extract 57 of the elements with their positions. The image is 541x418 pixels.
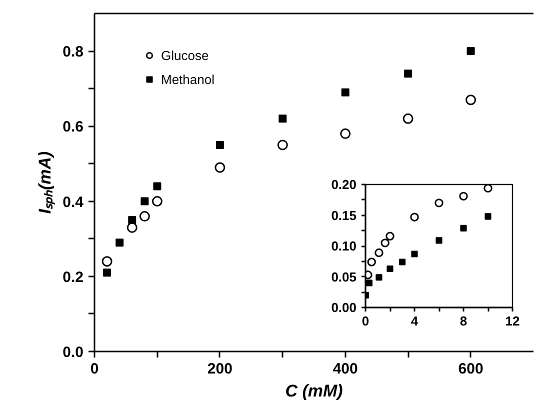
- y-tick-label: 0.0: [62, 344, 84, 361]
- point: [153, 182, 162, 190]
- point: [376, 274, 382, 281]
- x-tick-label: 200: [207, 360, 232, 378]
- y-tick-label: 0.20: [331, 177, 357, 192]
- point: [367, 258, 376, 266]
- point: [434, 198, 444, 208]
- point: [102, 256, 112, 267]
- y-axis-title: Iₛₚₕ(mA): [36, 150, 56, 214]
- x-tick-label: 4: [410, 314, 419, 328]
- point: [402, 113, 414, 124]
- y-tick-label: 0.00: [331, 300, 357, 315]
- point: [126, 222, 138, 233]
- legend-label: Methanol: [161, 72, 214, 86]
- y-tick-label: 0.4: [62, 194, 84, 211]
- x-tick-label: 600: [458, 360, 484, 378]
- point: [404, 70, 412, 78]
- x-tick-label: 400: [332, 360, 358, 378]
- point: [459, 192, 468, 201]
- point: [139, 211, 150, 222]
- point: [410, 212, 419, 222]
- x-axis-title: C (mM): [285, 382, 344, 400]
- point: [340, 128, 351, 139]
- y-tick-label: 0.6: [62, 118, 84, 136]
- point: [484, 213, 492, 220]
- y-tick-label: 0.15: [331, 208, 357, 223]
- point: [386, 265, 394, 272]
- point: [436, 237, 442, 244]
- point: [214, 162, 226, 173]
- point: [216, 140, 224, 149]
- point: [484, 184, 492, 193]
- legend-label: Glucose: [161, 48, 209, 62]
- point: [140, 197, 149, 206]
- x-tick-label: 12: [505, 314, 520, 328]
- point: [277, 140, 288, 150]
- y-tick-label: 0.2: [62, 268, 84, 286]
- y-tick-label: 0.8: [62, 44, 84, 61]
- point: [374, 248, 384, 258]
- point: [116, 238, 124, 247]
- point: [466, 94, 476, 106]
- point: [103, 268, 112, 277]
- x-tick-label: 8: [460, 314, 468, 328]
- point: [398, 258, 406, 266]
- point: [278, 114, 287, 123]
- point: [411, 250, 418, 258]
- point: [380, 238, 390, 248]
- point: [152, 196, 162, 207]
- x-tick-label: 0: [90, 360, 99, 378]
- y-tick-label: 0.10: [331, 238, 357, 254]
- x-tick-label: 0: [362, 314, 370, 328]
- y-tick-label: 0.05: [331, 269, 357, 284]
- point: [128, 216, 136, 224]
- point: [366, 280, 372, 286]
- point: [460, 224, 467, 232]
- point: [341, 88, 350, 96]
- point: [466, 47, 475, 56]
- point: [386, 232, 394, 241]
